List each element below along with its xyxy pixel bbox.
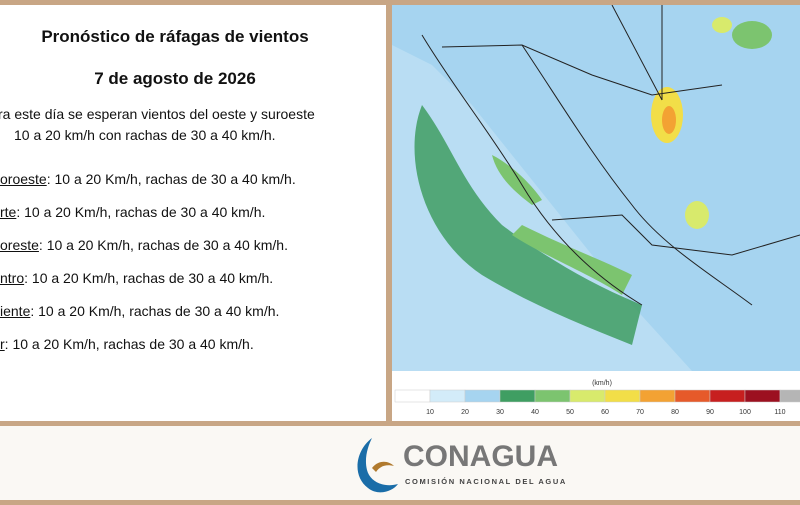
date: 7 de agosto de 2026 — [94, 69, 256, 88]
legend-label: 30 — [496, 409, 504, 416]
region-line: ntro: 10 a 20 Km/h, rachas de 30 a 40 km… — [0, 270, 273, 286]
legend-swatch — [604, 389, 641, 403]
logo-name: CONAGUA — [403, 440, 558, 473]
region-detail: : 10 a 20 Km/h, rachas de 30 a 40 km/h. — [38, 237, 288, 253]
legend-swatch — [429, 389, 466, 403]
map-gust-area — [414, 105, 642, 345]
legend-label: 90 — [706, 409, 714, 416]
map-gust-area — [712, 17, 732, 33]
legend-label: 70 — [636, 409, 644, 416]
map-gust-area — [732, 21, 772, 49]
legend-swatch — [394, 389, 431, 403]
map-land — [392, 5, 800, 371]
legend-label: 40 — [531, 409, 539, 416]
legend-swatch — [744, 389, 781, 403]
legend-label: 60 — [601, 409, 609, 416]
map-gust-area — [492, 155, 542, 205]
footer: CONAGUA COMISIÓN NACIONAL DEL AGUA — [0, 426, 800, 500]
map-border — [441, 44, 723, 96]
legend-label: 100 — [739, 409, 751, 416]
region-name: oroeste — [0, 171, 47, 187]
map-gust-area — [662, 106, 676, 134]
region-detail: : 10 a 20 Km/h, rachas de 30 a 40 km/h. — [16, 204, 266, 220]
logo-subtitle: COMISIÓN NACIONAL DEL AGUA — [405, 477, 567, 486]
region-line: r: 10 a 20 Km/h, rachas de 30 a 40 km/h. — [0, 336, 254, 352]
legend-swatch — [569, 389, 606, 403]
legend-swatch — [674, 389, 711, 403]
map-coast — [421, 34, 643, 306]
legend-swatch — [639, 389, 676, 403]
logo-icon — [372, 461, 394, 472]
legend-swatch — [464, 389, 501, 403]
text-panel: Pronóstico de ráfagas de vientos 7 de ag… — [0, 5, 386, 421]
title: Pronóstico de ráfagas de vientos — [41, 27, 309, 46]
map-border — [551, 214, 800, 256]
legend-label: 110 — [774, 409, 785, 416]
logo-icon — [357, 438, 398, 493]
legend-swatch — [499, 389, 536, 403]
region-detail: : 10 a 20 Km/h, rachas de 30 a 40 km/h. — [24, 270, 274, 286]
region-detail: : 10 a 20 Km/h, rachas de 30 a 40 km/h. — [30, 303, 280, 319]
region-name: rte — [0, 204, 17, 220]
region-line: rte: 10 a 20 Km/h, rachas de 30 a 40 km/… — [0, 204, 265, 220]
wind-map: (km/h) 10 20 30 40 50 60 70 80 90 100 110 — [392, 5, 800, 421]
region-line: oreste: 10 a 20 Km/h, rachas de 30 a 40 … — [0, 237, 288, 253]
region-name: ntro — [0, 270, 25, 286]
region-detail: : 10 a 20 Km/h, rachas de 30 a 40 km/h. — [4, 336, 254, 352]
intro-line: 10 a 20 km/h con rachas de 30 a 40 km/h. — [14, 127, 276, 143]
legend-swatch — [779, 389, 800, 403]
region-name: oreste — [0, 237, 39, 253]
legend-swatch — [709, 389, 746, 403]
map-gust-area — [685, 201, 709, 229]
map-coast — [521, 44, 753, 306]
legend-swatch — [534, 389, 571, 403]
map-border — [611, 5, 663, 101]
logo: CONAGUA COMISIÓN NACIONAL DEL AGUA — [357, 438, 567, 493]
legend-label: 20 — [461, 409, 469, 416]
region-detail: : 10 a 20 Km/h, rachas de 30 a 40 km/h. — [46, 171, 296, 187]
region-name: iente — [0, 303, 31, 319]
region-line: iente: 10 a 20 Km/h, rachas de 30 a 40 k… — [0, 303, 279, 319]
region-line: oroeste: 10 a 20 Km/h, rachas de 30 a 40… — [0, 171, 296, 187]
intro-line: ra este día se esperan vientos del oeste… — [0, 106, 315, 122]
region-name: r — [0, 336, 5, 352]
legend-unit: (km/h) — [592, 380, 612, 387]
legend-label: 10 — [426, 409, 434, 416]
legend-label: 80 — [671, 409, 679, 416]
legend-label: 50 — [566, 409, 574, 416]
